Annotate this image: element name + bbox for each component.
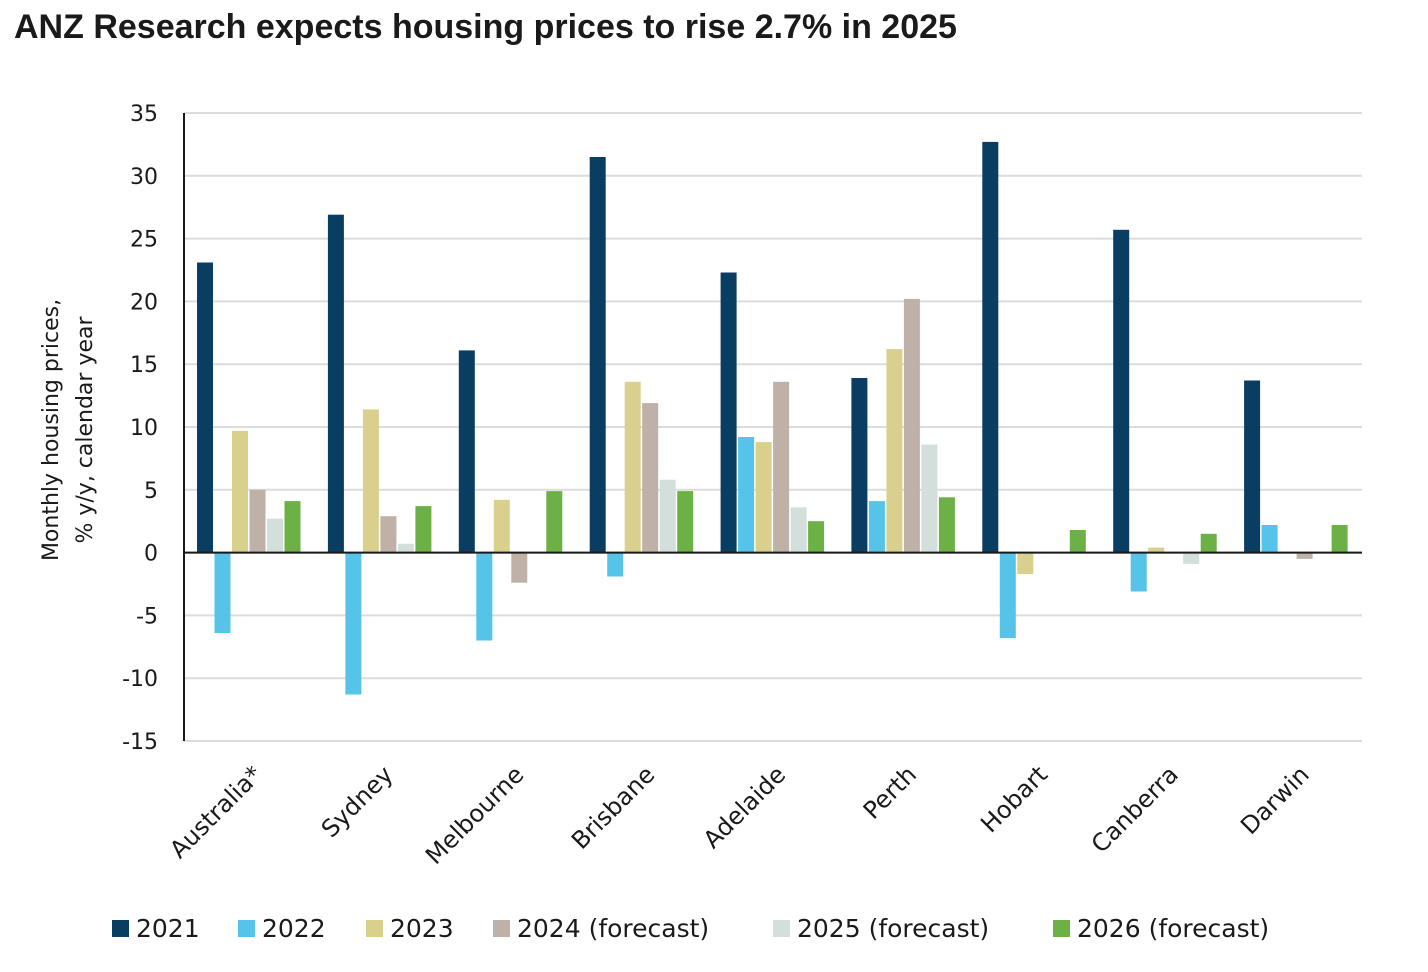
bar — [232, 430, 248, 553]
bar — [1148, 547, 1165, 553]
x-category-label: Australia* — [164, 760, 267, 863]
bar — [362, 409, 379, 553]
y-tick-label: 25 — [130, 228, 158, 253]
bar — [267, 518, 283, 553]
bar — [1331, 525, 1348, 553]
legend-swatch — [366, 920, 383, 937]
legend-label: 2021 — [136, 914, 200, 943]
bar — [982, 141, 999, 553]
x-category-label: Adelaide — [698, 760, 791, 853]
y-tick-label: 15 — [130, 353, 158, 378]
bar — [458, 350, 475, 553]
bar — [380, 516, 397, 553]
bar — [773, 381, 790, 553]
y-tick-labels: 35 30 25 20 15 10 5 0 -5 -10 -15 — [122, 102, 158, 755]
bar — [642, 403, 659, 553]
legend-swatch — [493, 920, 510, 937]
y-tick-label: -15 — [122, 730, 158, 755]
legend-swatch — [112, 920, 129, 937]
bar — [1130, 552, 1147, 592]
bar — [345, 552, 362, 695]
y-tick-label: -5 — [136, 604, 158, 629]
bar — [284, 501, 301, 553]
y-tick-label: 35 — [130, 102, 158, 127]
bar — [851, 378, 868, 553]
bar — [624, 381, 641, 553]
bar — [249, 489, 266, 553]
legend-label: 2025 (forecast) — [797, 914, 989, 943]
bar — [1113, 229, 1130, 553]
y-axis-label: Monthly housing prices, % y/y, calendar y… — [39, 299, 98, 561]
legend-label: 2022 — [262, 914, 326, 943]
axes — [183, 113, 1362, 741]
y-tick-label: 20 — [130, 290, 158, 315]
x-category-label: Perth — [858, 760, 922, 824]
y-tick-label: 30 — [130, 165, 158, 190]
bar — [1296, 552, 1313, 559]
legend-swatch — [773, 920, 790, 937]
bar — [1183, 552, 1200, 564]
bar — [790, 507, 807, 553]
bar — [327, 214, 344, 553]
bar — [1261, 525, 1278, 553]
bars — [197, 141, 1348, 695]
bar — [999, 552, 1016, 638]
chart-title: ANZ Research expects housing prices to r… — [14, 8, 957, 46]
y-axis-title-line: Monthly housing prices, — [39, 299, 64, 561]
legend-swatch — [238, 920, 255, 937]
bar — [589, 157, 606, 553]
legend: 2021 2022 2023 2024 (forecast) 2025 (forecas… — [112, 914, 1269, 943]
bar — [1017, 552, 1034, 574]
bar — [476, 552, 493, 641]
bar — [197, 262, 213, 553]
bar — [938, 497, 955, 553]
bar — [738, 437, 755, 553]
x-category-label: Melbourne — [420, 760, 529, 869]
bar — [921, 444, 938, 553]
bar — [511, 552, 528, 583]
legend-label: 2024 (forecast) — [517, 914, 709, 943]
bar — [415, 506, 432, 553]
bar — [607, 552, 624, 577]
bar — [808, 521, 825, 553]
y-tick-label: 5 — [144, 479, 158, 504]
x-category-labels: Australia* Sydney Melbourne Brisbane Adelaid… — [164, 760, 1314, 869]
bar — [868, 501, 885, 553]
x-category-label: Darwin — [1235, 760, 1315, 840]
bar — [720, 272, 737, 553]
bar — [903, 298, 920, 553]
y-tick-label: 10 — [130, 416, 158, 441]
y-tick-label: -10 — [122, 667, 158, 692]
x-category-label: Brisbane — [566, 760, 660, 854]
y-axis-title-line: % y/y, calendar year — [73, 316, 98, 544]
bar — [397, 543, 414, 553]
bar — [659, 479, 676, 553]
legend-label: 2026 (forecast) — [1077, 914, 1269, 943]
bar — [755, 442, 772, 553]
y-axis-title: Monthly housing prices, % y/y, calendar y… — [39, 299, 98, 561]
bar — [493, 499, 510, 553]
bar — [1244, 380, 1261, 553]
x-category-label: Sydney — [316, 760, 399, 843]
bar — [214, 552, 231, 633]
bar — [546, 491, 563, 553]
x-category-label: Canberra — [1086, 760, 1184, 858]
legend-swatch — [1053, 920, 1070, 937]
bar — [1069, 530, 1086, 553]
bar — [677, 491, 694, 553]
bar — [1200, 533, 1217, 553]
x-category-label: Hobart — [975, 760, 1053, 838]
bar — [886, 349, 903, 553]
y-tick-label: 0 — [144, 542, 158, 567]
legend-label: 2023 — [390, 914, 454, 943]
